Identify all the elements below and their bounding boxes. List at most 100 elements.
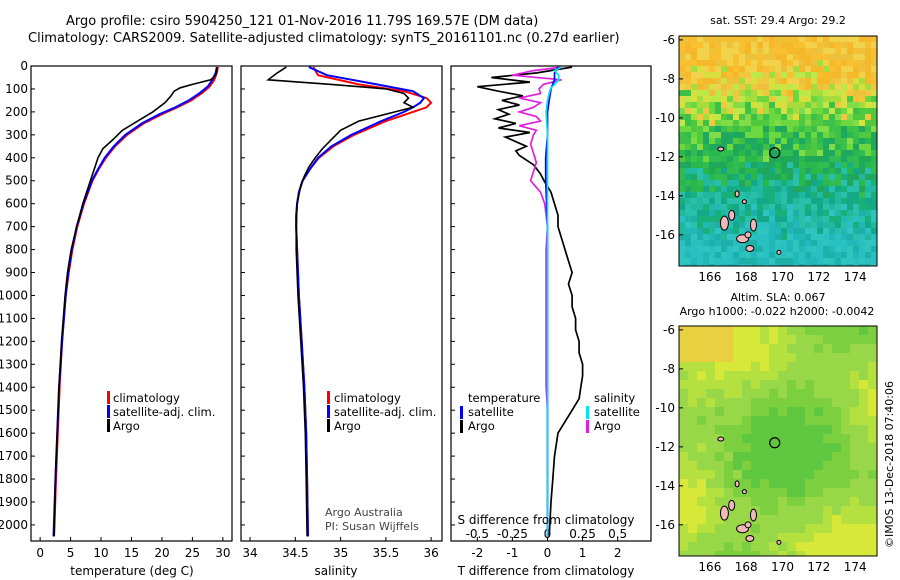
x-tick-label: 15	[124, 546, 139, 560]
map-cell	[733, 60, 740, 67]
map-cell	[775, 72, 782, 79]
map-cell	[859, 198, 866, 205]
island	[749, 218, 757, 232]
map-cell	[814, 470, 824, 480]
map-cell	[679, 108, 686, 115]
map-cell	[751, 533, 761, 543]
map-cell	[871, 156, 877, 163]
map-cell	[760, 497, 770, 507]
map-cell	[871, 120, 877, 127]
map-cell	[727, 246, 734, 253]
map-cell	[823, 216, 830, 223]
map-cell	[871, 42, 877, 49]
map-cell	[706, 470, 716, 480]
map-cell	[814, 407, 824, 417]
map-cell	[679, 407, 689, 417]
map-cell	[859, 542, 869, 552]
map-cell	[733, 506, 743, 516]
map-cell	[823, 96, 830, 103]
map-cell	[829, 186, 836, 193]
map-cell	[688, 398, 698, 408]
map-cell	[715, 461, 725, 471]
map-cell	[745, 258, 752, 265]
map-cell	[685, 48, 692, 55]
map-cell	[715, 497, 725, 507]
map-cell	[781, 66, 788, 73]
map-cell	[865, 198, 872, 205]
map-cell	[679, 72, 686, 79]
map-cell	[817, 156, 824, 163]
map-cell	[760, 380, 770, 390]
map-cell	[796, 335, 806, 345]
map-cell	[757, 144, 764, 151]
map-cell	[793, 90, 800, 97]
sst-map-title: sat. SST: 29.4 Argo: 29.2	[710, 14, 846, 27]
map-cell	[817, 96, 824, 103]
map-cell	[751, 36, 758, 43]
map-cell	[817, 42, 824, 49]
map-cell	[835, 180, 842, 187]
map-cell	[706, 479, 716, 489]
x-tick-label: -1	[506, 546, 518, 560]
map-cell	[799, 222, 806, 229]
map-cell	[796, 389, 806, 399]
map-cell	[709, 90, 716, 97]
map-cell	[751, 102, 758, 109]
map-cell	[691, 66, 698, 73]
map-cell	[709, 216, 716, 223]
map-cell	[859, 210, 866, 217]
map-cell	[817, 240, 824, 247]
map-cell	[691, 48, 698, 55]
map-cell	[745, 72, 752, 79]
map-cell	[733, 398, 743, 408]
map-cell	[727, 162, 734, 169]
map-cell	[811, 36, 818, 43]
map-cell	[751, 362, 761, 372]
map-cell	[724, 452, 734, 462]
map-cell	[871, 222, 877, 229]
map-cell	[697, 389, 707, 399]
map-cell	[799, 192, 806, 199]
map-cell	[850, 497, 860, 507]
map-cell	[859, 264, 866, 266]
x-tick-label: -2	[471, 546, 483, 560]
map-cell	[760, 407, 770, 417]
map-cell	[859, 344, 869, 354]
map-cell	[739, 258, 746, 265]
map-cell	[817, 162, 824, 169]
map-cell	[751, 174, 758, 181]
map-cell	[787, 102, 794, 109]
map-cell	[697, 60, 704, 67]
map-cell	[679, 102, 686, 109]
map-cell	[859, 54, 866, 61]
map-cell	[724, 416, 734, 426]
salinity-x-ticks: 34 34.5 35 35.5 36	[242, 537, 439, 560]
map-cell	[781, 192, 788, 199]
map-cell	[709, 186, 716, 193]
map-cell	[850, 407, 860, 417]
map-cell	[739, 168, 746, 175]
map-cell	[715, 416, 725, 426]
map-cell	[853, 72, 860, 79]
map-cell	[751, 479, 761, 489]
map-cell	[817, 246, 824, 253]
map-x-tick-label: 166	[698, 560, 721, 574]
difference-x-ticks: -2 -1 0 1 2	[471, 537, 621, 560]
map-cell	[841, 228, 848, 235]
map-cell	[814, 389, 824, 399]
map-cell	[847, 168, 854, 175]
map-cell	[685, 66, 692, 73]
map-cell	[691, 54, 698, 61]
map-cell	[778, 335, 788, 345]
map-cell	[823, 180, 830, 187]
map-cell	[715, 488, 725, 498]
map-cell	[760, 335, 770, 345]
map-cell	[871, 96, 877, 103]
island	[734, 190, 740, 198]
x-tick-label: 35.5	[373, 546, 400, 560]
map-cell	[787, 60, 794, 67]
map-cell	[751, 326, 761, 336]
map-cell	[739, 192, 746, 199]
map-cell	[709, 258, 716, 265]
map-cell	[865, 252, 872, 259]
